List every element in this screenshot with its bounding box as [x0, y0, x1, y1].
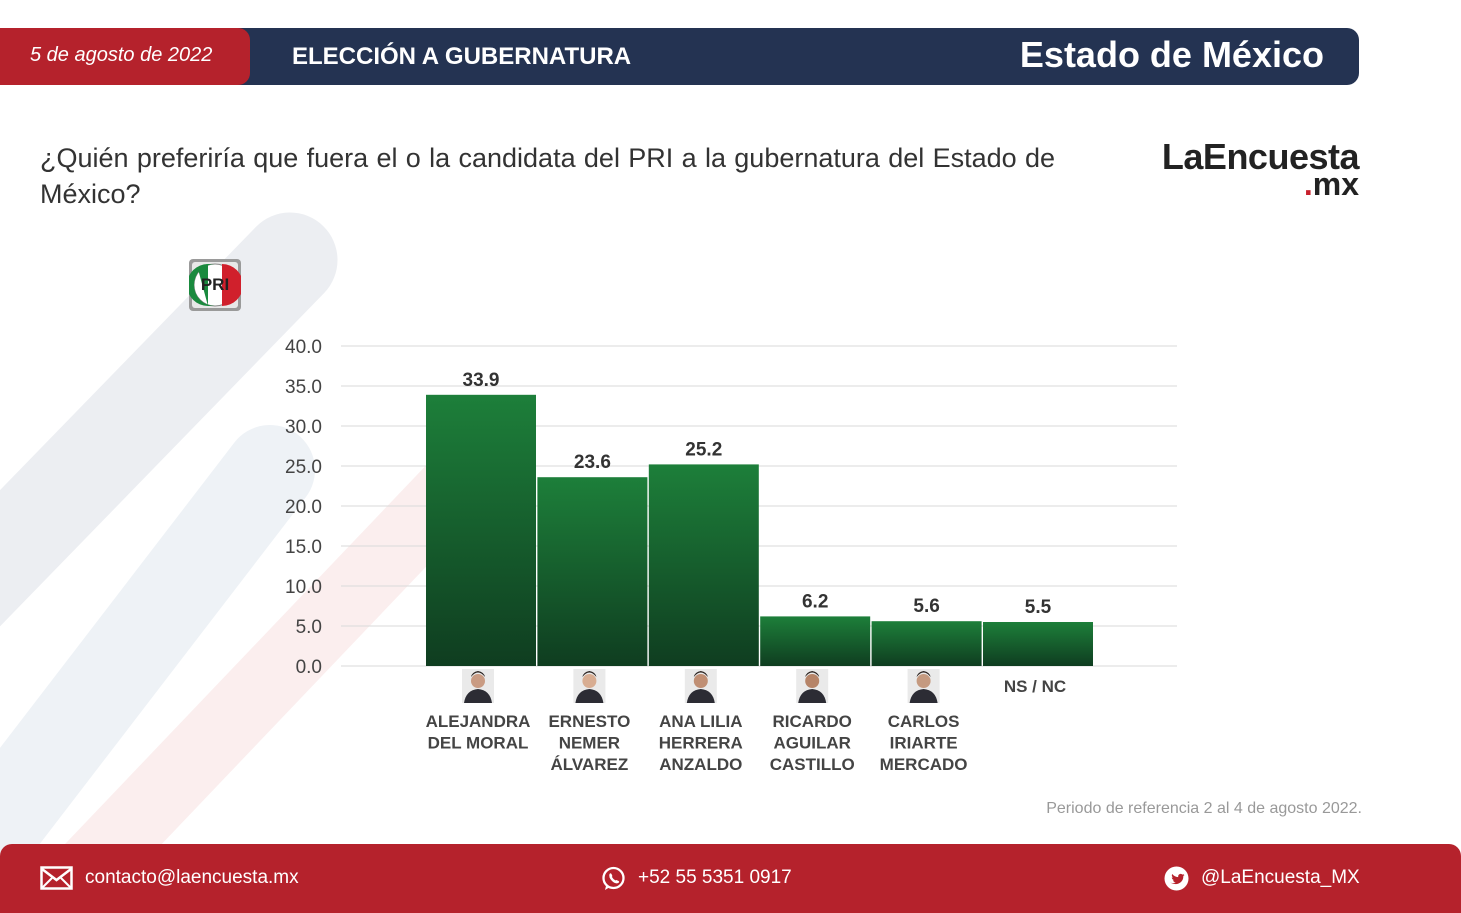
y-tick-label: 20.0	[285, 497, 322, 518]
category-label: CASTILLO	[770, 755, 855, 774]
value-label: 5.6	[913, 596, 939, 617]
source-note: Periodo de referencia 2 al 4 de agosto 2…	[1046, 800, 1362, 817]
candidate-photo	[907, 669, 940, 703]
category-label: DEL MORAL	[428, 734, 529, 753]
y-tick-label: 5.0	[296, 617, 322, 638]
value-label: 25.2	[685, 439, 722, 460]
bar	[871, 621, 982, 666]
footer-email[interactable]: contacto@laencuesta.mx	[85, 867, 299, 888]
category-label: ERNESTO	[548, 712, 630, 731]
category-label: MERCADO	[880, 755, 968, 774]
header-date-tab	[0, 28, 250, 85]
category-label: CARLOS	[888, 712, 960, 731]
bar	[648, 464, 759, 666]
bar	[983, 622, 1093, 666]
category-label: HERRERA	[659, 734, 743, 753]
bar	[537, 477, 648, 666]
header-state: Estado de México	[1019, 34, 1324, 75]
candidate-photo	[684, 669, 717, 703]
category-label: IRIARTE	[890, 734, 958, 753]
category-label: ANA LILIA	[659, 712, 742, 731]
y-tick-label: 40.0	[285, 337, 322, 358]
header-section-title: ELECCIÓN A GUBERNATURA	[292, 43, 632, 70]
header-date: 5 de agosto de 2022	[30, 44, 213, 66]
value-label: 23.6	[574, 452, 611, 473]
bar	[426, 394, 536, 666]
brand-logo-domain: mx	[1312, 166, 1359, 202]
candidate-photo	[462, 669, 494, 703]
brand-logo-dot: .	[1303, 166, 1313, 202]
y-tick-label: 30.0	[285, 417, 322, 438]
pri-logo-text: PRI	[201, 275, 229, 294]
value-label: 5.5	[1025, 597, 1052, 618]
category-label: NS / NC	[1004, 677, 1066, 696]
brand-logo-main: LaEncuesta	[1161, 136, 1360, 177]
y-tick-label: 25.0	[285, 457, 322, 478]
category-label: ALEJANDRA	[426, 712, 531, 731]
brand-logo-sub: .mx	[1304, 166, 1359, 203]
value-label: 6.2	[802, 591, 828, 612]
category-label: AGUILAR	[773, 734, 850, 753]
y-tick-label: 15.0	[285, 537, 322, 558]
envelope-icon	[40, 866, 73, 890]
value-label: 33.9	[463, 370, 500, 391]
candidate-photo	[796, 669, 829, 703]
category-label: ÁLVAREZ	[551, 755, 629, 774]
pri-logo-icon: PRI	[189, 259, 241, 311]
category-label: RICARDO	[773, 712, 852, 731]
header-bar	[238, 28, 1359, 85]
footer-twitter[interactable]: @LaEncuesta_MX	[1201, 867, 1360, 888]
y-tick-label: 35.0	[285, 377, 322, 398]
question-title: ¿Quién preferiría que fuera el o la cand…	[40, 143, 1055, 209]
twitter-bird-icon	[1164, 866, 1189, 891]
whatsapp-icon	[602, 866, 625, 890]
category-label: NEMER	[559, 734, 620, 753]
bar	[760, 616, 871, 666]
candidate-photo	[573, 669, 606, 703]
footer-bar	[0, 844, 1461, 913]
y-tick-label: 10.0	[285, 577, 322, 598]
category-label: ANZALDO	[659, 755, 742, 774]
footer-phone[interactable]: +52 55 5351 0917	[638, 867, 792, 888]
y-tick-label: 0.0	[296, 657, 322, 678]
